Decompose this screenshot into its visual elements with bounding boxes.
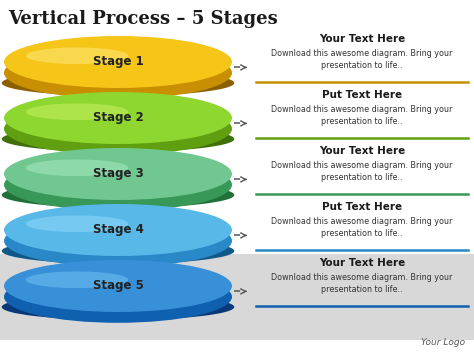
- Ellipse shape: [4, 271, 232, 323]
- Text: Vertical Process – 5 Stages: Vertical Process – 5 Stages: [8, 10, 278, 28]
- Ellipse shape: [4, 215, 232, 267]
- Text: Download this awesome diagram. Bring your: Download this awesome diagram. Bring you…: [271, 105, 453, 114]
- Text: Download this awesome diagram. Bring your: Download this awesome diagram. Bring you…: [271, 161, 453, 170]
- Text: Stage 3: Stage 3: [92, 168, 143, 180]
- Ellipse shape: [4, 204, 232, 256]
- Ellipse shape: [26, 103, 128, 120]
- Text: Download this awesome diagram. Bring your: Download this awesome diagram. Bring you…: [271, 273, 453, 282]
- Bar: [0, 254, 474, 340]
- Text: Download this awesome diagram. Bring your: Download this awesome diagram. Bring you…: [271, 49, 453, 58]
- Ellipse shape: [26, 215, 128, 232]
- Text: presentation to life..: presentation to life..: [321, 61, 403, 70]
- Ellipse shape: [4, 103, 232, 155]
- Ellipse shape: [2, 70, 234, 96]
- Text: presentation to life..: presentation to life..: [321, 173, 403, 182]
- Text: Your Logo: Your Logo: [421, 338, 465, 347]
- Text: Stage 4: Stage 4: [92, 224, 144, 236]
- Ellipse shape: [2, 182, 234, 208]
- Text: Put Text Here: Put Text Here: [322, 90, 402, 100]
- Text: Put Text Here: Put Text Here: [322, 202, 402, 212]
- Ellipse shape: [4, 159, 232, 211]
- Text: presentation to life..: presentation to life..: [321, 285, 403, 294]
- Ellipse shape: [4, 148, 232, 200]
- Ellipse shape: [4, 47, 232, 99]
- Text: Your Text Here: Your Text Here: [319, 34, 405, 44]
- Text: presentation to life..: presentation to life..: [321, 117, 403, 126]
- Text: Your Text Here: Your Text Here: [319, 258, 405, 268]
- Ellipse shape: [4, 260, 232, 312]
- Ellipse shape: [2, 294, 234, 320]
- Text: Stage 1: Stage 1: [92, 55, 143, 69]
- Ellipse shape: [2, 238, 234, 264]
- Ellipse shape: [4, 92, 232, 144]
- Text: Stage 2: Stage 2: [92, 111, 143, 125]
- Ellipse shape: [4, 36, 232, 88]
- Ellipse shape: [26, 159, 128, 176]
- Text: Your Text Here: Your Text Here: [319, 146, 405, 156]
- Ellipse shape: [26, 272, 128, 288]
- Text: Download this awesome diagram. Bring your: Download this awesome diagram. Bring you…: [271, 217, 453, 226]
- Text: presentation to life..: presentation to life..: [321, 229, 403, 238]
- Ellipse shape: [2, 126, 234, 152]
- Ellipse shape: [26, 48, 128, 64]
- Text: Stage 5: Stage 5: [92, 279, 144, 293]
